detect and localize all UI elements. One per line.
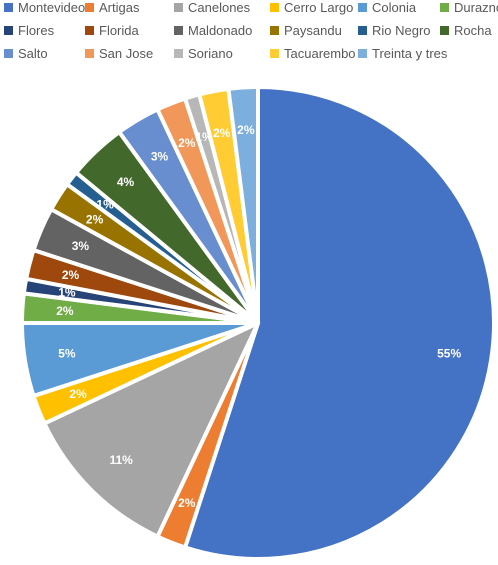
legend-swatch [174,49,183,58]
slice-value-label: 55% [437,346,461,360]
legend-item: Maldonado [174,23,252,38]
legend-item: Cerro Largo [270,0,353,15]
pie-slice [42,321,260,539]
legend-item: Colonia [358,0,416,15]
legend-label: San Jose [99,46,154,61]
legend-swatch [358,49,367,58]
legend-label: Artigas [99,0,140,15]
legend-swatch [85,49,94,58]
legend-label: Soriano [188,46,233,61]
legend-swatch [4,3,13,12]
legend-item: San Jose [85,46,153,61]
legend-item: Artigas [85,0,139,15]
legend-label: Rocha [454,23,492,38]
legend-swatch [4,26,13,35]
legend-item: Montevideo [4,0,85,15]
legend-swatch [270,26,279,35]
slice-value-label: 2% [178,496,196,510]
legend-label: Rio Negro [372,23,431,38]
legend-swatch [85,26,94,35]
legend-swatch [440,26,449,35]
legend-swatch [270,3,279,12]
legend-label: Durazno [454,0,498,15]
legend-label: Treinta y tres [372,46,448,61]
legend-label: Tacuarembo [284,46,356,61]
legend-item: Rio Negro [358,23,431,38]
slice-value-label: 2% [178,136,196,150]
slice-value-label: 1% [195,130,213,144]
legend-swatch [358,3,367,12]
legend-label: Florida [99,23,139,38]
legend-label: Paysandu [284,23,342,38]
legend-swatch [4,49,13,58]
slice-value-label: 3% [151,149,169,163]
legend-label: Maldonado [188,23,253,38]
legend-swatch [358,26,367,35]
legend-item: Soriano [174,46,233,61]
legend-swatch [85,3,94,12]
slice-value-label: 2% [213,126,231,140]
pie-slices [20,85,496,561]
legend-label: Montevideo [18,0,86,15]
slice-value-label: 11% [109,453,133,467]
legend-label: Colonia [372,0,417,15]
legend-label: Canelones [188,0,251,15]
slice-value-label: 2% [237,123,255,137]
slice-value-label: 5% [58,346,76,360]
legend-label: Cerro Largo [284,0,354,15]
legend-swatch [270,49,279,58]
legend-item: Paysandu [270,23,342,38]
legend-item: Durazno [440,0,498,15]
legend-item: Florida [85,23,139,38]
legend-swatch [440,3,449,12]
legend-item: Canelones [174,0,250,15]
legend-item: Rocha [440,23,492,38]
slice-value-label: 3% [72,239,90,253]
legend-item: Tacuarembo [270,46,356,61]
legend-label: Salto [18,46,48,61]
chart-legend: Montevideo Artigas Canelones Cerro Largo Col… [0,0,498,70]
legend-swatch [174,3,183,12]
slice-value-label: 2% [86,212,104,226]
legend-item: Flores [4,23,54,38]
legend-item: Salto [4,46,48,61]
legend-item: Treinta y tres [358,46,447,61]
slice-value-label: 2% [69,387,87,401]
slice-value-label: 4% [117,175,135,189]
pie-slice [183,85,496,561]
slice-value-label: 2% [62,268,80,282]
slice-value-label: 2% [56,304,74,318]
pie-slice [226,85,260,325]
slice-value-label: 1% [58,286,76,300]
pie-value-labels: 55%2%11%2%5%2%1%2%3%2%1%4%3%2% 1% 2% 2% [56,123,461,510]
legend-label: Flores [18,23,55,38]
legend-swatch [174,26,183,35]
slice-value-label: 1% [96,197,114,211]
